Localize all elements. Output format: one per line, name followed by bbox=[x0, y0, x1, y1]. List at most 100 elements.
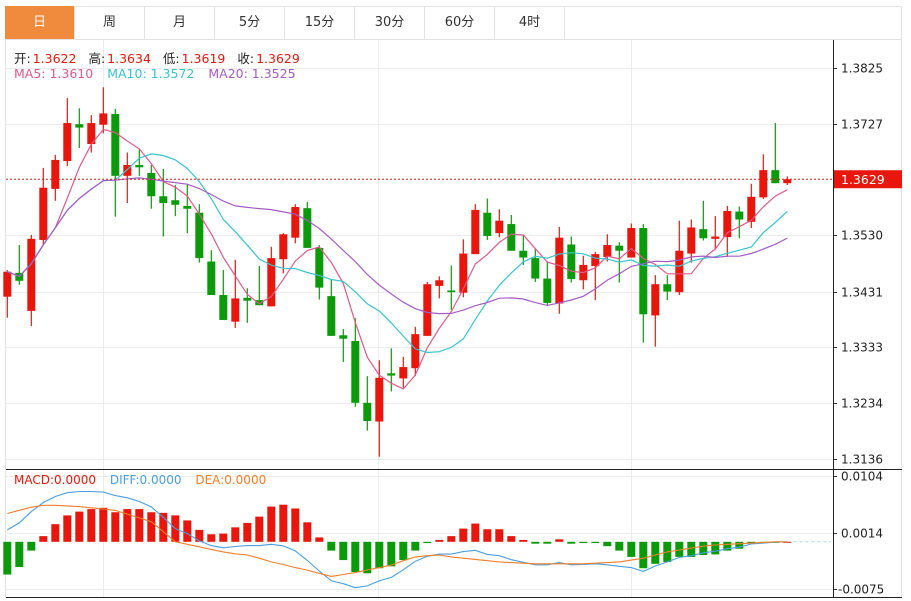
macd-bar-positive bbox=[87, 509, 96, 542]
high-label: 高: bbox=[88, 51, 106, 66]
candle-up bbox=[267, 246, 276, 307]
macd-bar-negative bbox=[351, 541, 360, 573]
candle-up bbox=[603, 234, 612, 262]
macd-bar-positive bbox=[447, 536, 456, 542]
candle-body bbox=[267, 258, 276, 307]
candle-down bbox=[483, 198, 492, 240]
candle-body bbox=[63, 123, 72, 162]
candle-up bbox=[279, 233, 288, 274]
candle-up bbox=[3, 270, 12, 318]
candle-up bbox=[87, 115, 96, 153]
period-tabs: 日 周 月 5分 15分 30分 60分 4时 bbox=[5, 6, 902, 40]
candle-down bbox=[315, 245, 324, 300]
candle-body bbox=[39, 187, 48, 240]
candle-body bbox=[111, 113, 120, 176]
candle-body bbox=[327, 296, 336, 336]
macd-bar-positive bbox=[471, 523, 480, 542]
tab-15min[interactable]: 15分 bbox=[285, 6, 355, 39]
candle-body bbox=[135, 165, 144, 168]
macd-bar-negative bbox=[627, 541, 636, 557]
macd-bar-negative bbox=[651, 541, 660, 564]
macd-bar-positive bbox=[183, 520, 192, 542]
candle-up bbox=[495, 209, 504, 238]
candle-body bbox=[519, 250, 528, 258]
candle-up bbox=[399, 356, 408, 388]
macd-readout: MACD:0.0000 DIFF:0.0000 DEA:0.0000 bbox=[14, 473, 268, 487]
candle-body bbox=[411, 334, 420, 369]
macd-bar-negative bbox=[3, 541, 12, 575]
candle-down bbox=[507, 214, 516, 251]
candle-body bbox=[555, 237, 564, 304]
diff-legend: DIFF:0.0000 bbox=[109, 473, 182, 487]
candle-body bbox=[675, 250, 684, 293]
candle-up bbox=[759, 154, 768, 200]
candle-body bbox=[183, 205, 192, 209]
ma5-legend: MA5: 1.3610 bbox=[14, 66, 94, 81]
macd-bar-positive bbox=[147, 512, 156, 542]
macd-bar-negative bbox=[411, 541, 420, 551]
candle-body bbox=[315, 247, 324, 288]
macd-bar-positive bbox=[315, 537, 324, 542]
macd-bar-positive bbox=[519, 539, 528, 542]
ohlc-readout: 开: 1.3622 高: 1.3634 低: 1.3619 收: 1.3629 bbox=[14, 48, 308, 67]
macd-bar-negative bbox=[615, 541, 624, 551]
candle-body bbox=[363, 402, 372, 421]
macd-bar-positive bbox=[555, 539, 564, 542]
macd-bar-positive bbox=[495, 529, 504, 542]
candle-down bbox=[447, 265, 456, 310]
candle-body bbox=[627, 228, 636, 258]
candle-down bbox=[699, 200, 708, 241]
price-tick-label: 1.3825 bbox=[841, 62, 883, 76]
candle-body bbox=[171, 200, 180, 205]
macd-bar-positive bbox=[231, 527, 240, 542]
price-tick-label: 1.3333 bbox=[841, 341, 883, 355]
macd-bar-positive bbox=[219, 533, 228, 542]
tab-60min[interactable]: 60分 bbox=[425, 6, 495, 39]
candle-body bbox=[543, 278, 552, 303]
macd-bar-positive bbox=[255, 516, 264, 542]
candle-body bbox=[783, 179, 792, 184]
candle-body bbox=[459, 253, 468, 293]
candle-down bbox=[531, 248, 540, 282]
tab-4hour[interactable]: 4时 bbox=[495, 6, 565, 39]
candle-up bbox=[783, 176, 792, 185]
candle-body bbox=[495, 220, 504, 234]
candle-body bbox=[687, 227, 696, 254]
macd-bar-negative bbox=[327, 541, 336, 551]
candle-body bbox=[735, 211, 744, 220]
candle-body bbox=[303, 208, 312, 248]
candle-body bbox=[243, 297, 252, 301]
candle-down bbox=[255, 266, 264, 306]
candle-body bbox=[747, 196, 756, 222]
tab-5min[interactable]: 5分 bbox=[215, 6, 285, 39]
close-label: 收: bbox=[237, 51, 255, 66]
candle-down bbox=[159, 169, 168, 237]
candle-body bbox=[195, 212, 204, 259]
candle-down bbox=[135, 149, 144, 176]
candle-down bbox=[171, 184, 180, 217]
candle-body bbox=[603, 245, 612, 257]
candle-down bbox=[195, 204, 204, 263]
candle-body bbox=[435, 280, 444, 286]
price-tick-label: 1.3136 bbox=[841, 453, 883, 467]
tab-month[interactable]: 月 bbox=[145, 6, 215, 39]
open-label: 开: bbox=[14, 51, 31, 66]
candle-body bbox=[531, 258, 540, 279]
tab-30min[interactable]: 30分 bbox=[355, 6, 425, 39]
ma20-legend: MA20: 1.3525 bbox=[208, 66, 296, 81]
candle-body bbox=[759, 170, 768, 198]
low-label: 低: bbox=[162, 51, 180, 66]
candle-body bbox=[339, 335, 348, 339]
high-value: 1.3634 bbox=[107, 51, 151, 66]
tab-day[interactable]: 日 bbox=[5, 6, 75, 39]
candle-up bbox=[555, 226, 564, 314]
tab-week[interactable]: 周 bbox=[75, 6, 145, 39]
candle-body bbox=[123, 165, 132, 176]
macd-bar-positive bbox=[99, 507, 108, 542]
close-value: 1.3629 bbox=[256, 51, 300, 66]
current-price-label: 1.3629 bbox=[841, 172, 885, 187]
macd-bar-positive bbox=[483, 529, 492, 542]
macd-bar-positive bbox=[435, 539, 444, 542]
macd-bar-positive bbox=[195, 529, 204, 542]
